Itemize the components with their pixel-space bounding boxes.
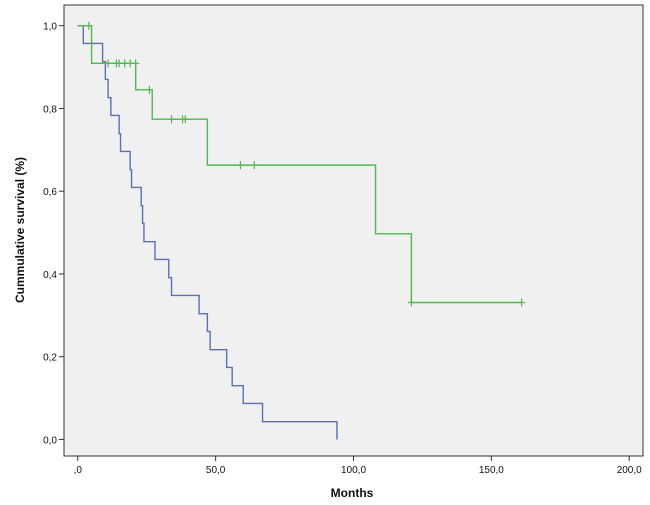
censor-mark xyxy=(132,59,140,68)
series-layer xyxy=(77,21,526,440)
x-tick-label: ,0 xyxy=(74,465,83,476)
censor-mark xyxy=(250,161,258,170)
x-tick-label: 200,0 xyxy=(617,465,642,476)
y-axis: 0,0 0,2 0,4 0,6 0,8 1,0 xyxy=(43,22,64,446)
x-tick-label: 150,0 xyxy=(479,465,504,476)
x-axis: ,0 50,0 100,0 150,0 200,0 xyxy=(74,456,642,476)
y-tick-label: 1,0 xyxy=(43,22,57,33)
censor-mark xyxy=(104,59,112,68)
y-tick-label: 0,6 xyxy=(43,187,57,198)
y-tick-label: 0,4 xyxy=(43,270,57,281)
y-tick-label: 0,0 xyxy=(43,435,57,446)
y-tick-label: 0,8 xyxy=(43,104,57,115)
censor-mark xyxy=(236,161,244,170)
plot-area xyxy=(63,4,644,457)
censor-mark xyxy=(168,115,176,124)
censor-mark xyxy=(181,115,189,124)
censor-mark xyxy=(145,85,153,94)
x-axis-title: Months xyxy=(331,486,374,500)
x-tick-label: 100,0 xyxy=(341,465,366,476)
survival-curve-1 xyxy=(77,24,338,440)
censor-mark xyxy=(518,298,526,307)
x-tick-label: 50,0 xyxy=(206,465,226,476)
y-tick-label: 0,2 xyxy=(43,353,57,364)
y-axis-title: Cummulative survival (%) xyxy=(13,157,27,303)
censor-mark xyxy=(85,21,93,30)
censor-mark xyxy=(407,298,415,307)
